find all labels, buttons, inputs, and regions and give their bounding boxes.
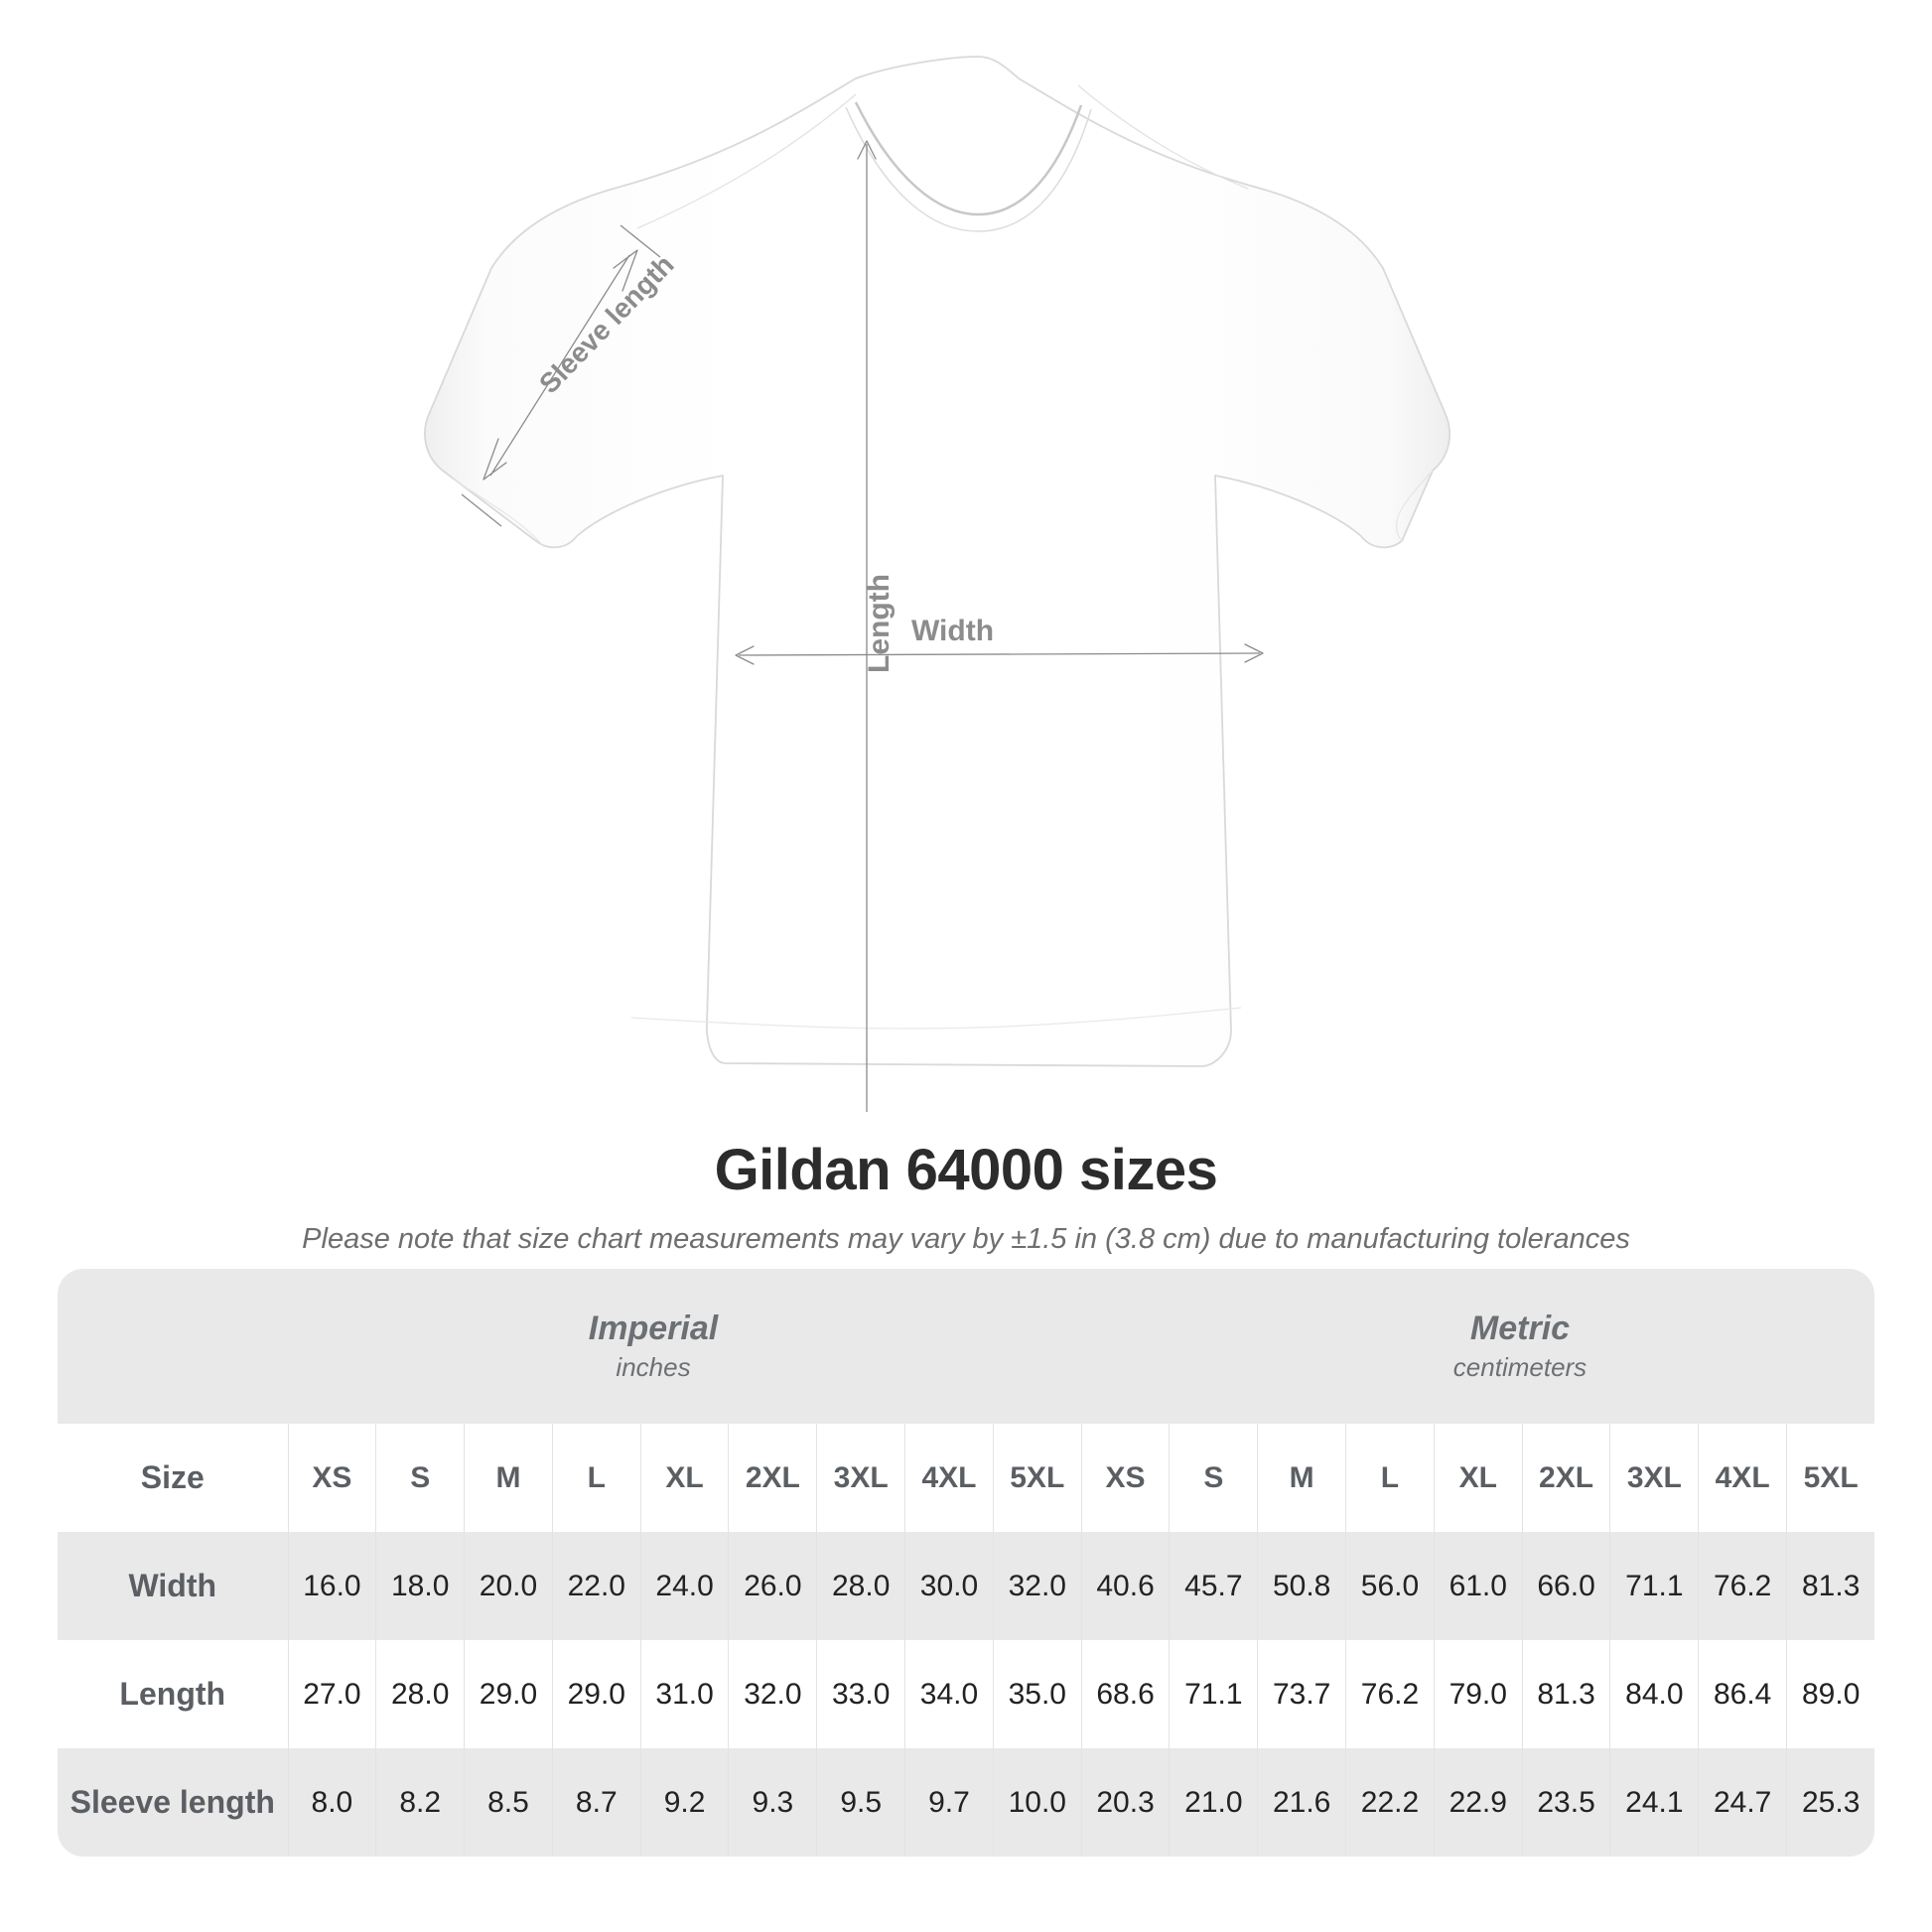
svg-text:Width: Width [911,615,994,647]
svg-text:Length: Length [863,574,896,673]
